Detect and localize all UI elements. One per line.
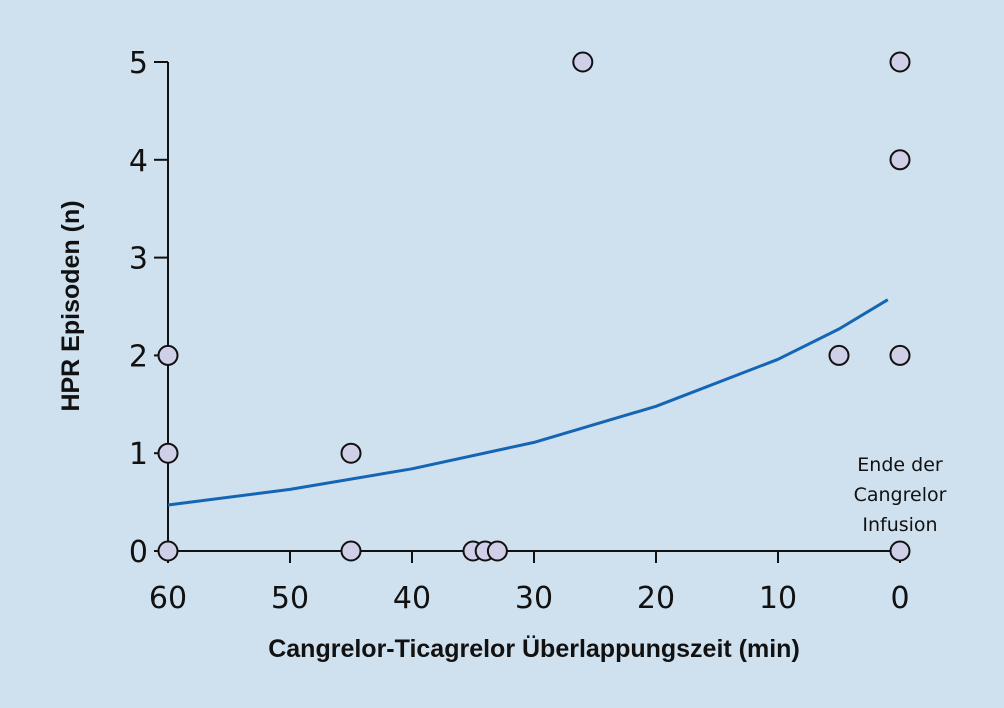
data-point	[572, 51, 594, 73]
x-tick-label: 40	[393, 581, 431, 616]
x-tick-label: 50	[271, 581, 309, 616]
data-point	[340, 540, 362, 562]
y-axis-title: HPR Episoden (n)	[57, 200, 85, 411]
data-point	[889, 149, 911, 171]
annotation-line-1: Ende der	[857, 454, 943, 476]
annotation-line-2: Cangrelor	[854, 484, 947, 506]
data-point	[157, 442, 179, 464]
y-tick-label: 0	[129, 535, 148, 570]
data-point	[340, 442, 362, 464]
fit-curve	[167, 298, 889, 507]
data-point	[889, 51, 911, 73]
data-point	[157, 540, 179, 562]
data-point	[889, 540, 911, 562]
x-tick-label: 0	[890, 581, 909, 616]
data-point	[486, 540, 508, 562]
data-points	[157, 51, 911, 562]
x-axis-title: Cangrelor-Ticagrelor Überlappungszeit (m…	[268, 634, 800, 663]
axes	[154, 61, 901, 563]
infusion-end-annotation: Ende der Cangrelor Infusion	[854, 454, 947, 536]
y-tick-label: 5	[129, 46, 148, 81]
y-tick-label: 1	[129, 437, 148, 472]
tick-labels: 0 1 2 3 4 5 60 50 40 30 20 10 0	[129, 46, 910, 616]
x-tick-label: 60	[149, 581, 187, 616]
x-tick-label: 30	[515, 581, 553, 616]
annotation-line-3: Infusion	[862, 514, 937, 536]
y-tick-label: 3	[129, 242, 148, 277]
x-tick-label: 10	[759, 581, 797, 616]
y-tick-label: 4	[129, 144, 148, 179]
data-point	[157, 344, 179, 366]
data-point	[889, 344, 911, 366]
fit-curve-layer	[167, 298, 889, 507]
data-point	[828, 344, 850, 366]
y-tick-label: 2	[129, 339, 148, 374]
x-tick-label: 20	[637, 581, 675, 616]
